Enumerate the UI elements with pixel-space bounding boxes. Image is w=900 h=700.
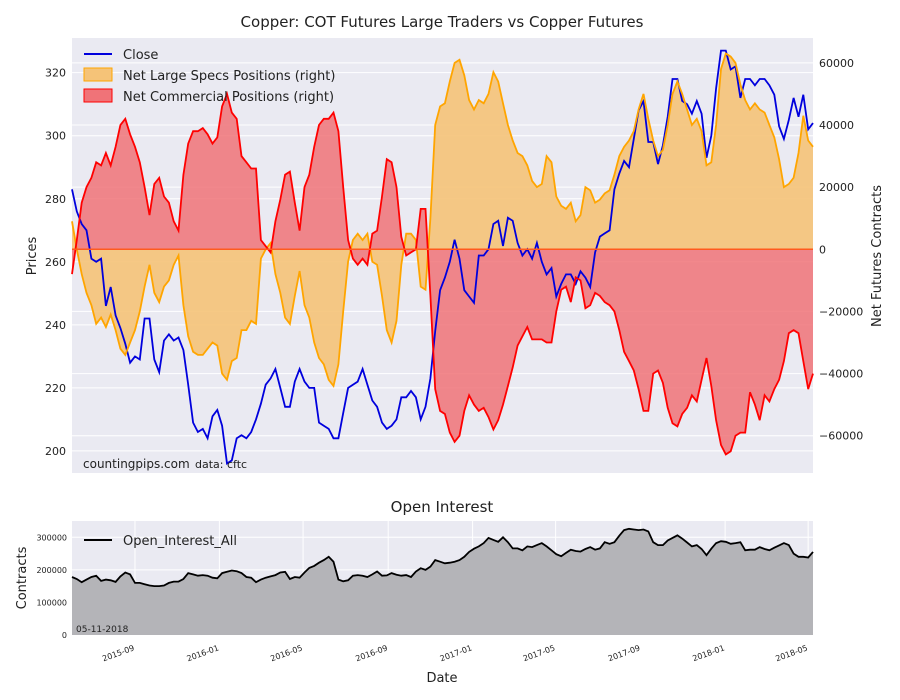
y2-tick-label-0: 0 (819, 243, 826, 256)
y-tick-label-260: 260 (45, 256, 66, 269)
main-right-y-ticks: −60000 −40000 −20000 0 20000 40000 60000 (819, 57, 863, 443)
open-interest-line (71, 527, 814, 587)
specs-line (71, 52, 814, 389)
y-tick-label-220: 220 (45, 382, 66, 395)
close-price-line (71, 49, 814, 466)
open-interest-area (72, 528, 813, 635)
y-tick-label-280: 280 (45, 193, 66, 206)
y2-tick-label-20000: 20000 (819, 181, 854, 194)
oi-y-tick-label-100000: 100000 (36, 598, 67, 607)
open-interest-title: Open Interest (391, 498, 494, 516)
legend-specs-swatch (83, 67, 113, 82)
commercial-area-fill (72, 93, 813, 455)
y2-tick-label--60000: −60000 (819, 430, 863, 443)
data-source-note: data: cftc (195, 458, 247, 471)
y-tick-label-320: 320 (45, 67, 66, 80)
legend-commercial-swatch (83, 88, 113, 103)
prices-axis-label: Prices (25, 237, 40, 276)
y2-tick-label--40000: −40000 (819, 368, 863, 381)
main-chart-title: Copper: COT Futures Large Traders vs Cop… (241, 13, 644, 31)
main-left-y-ticks: 200 220 240 260 280 300 320 (45, 67, 66, 458)
report-date-stamp: 05-11-2018 (76, 625, 129, 635)
y2-tick-label-60000: 60000 (819, 57, 854, 70)
legend-specs-label: Net Large Specs Positions (right) (123, 69, 335, 84)
y-tick-label-300: 300 (45, 130, 66, 143)
oi-legend: Open_Interest_All (84, 534, 237, 549)
oi-series (71, 527, 814, 635)
commercial-line (71, 90, 814, 456)
main-series-lines (71, 49, 814, 466)
y-tick-label-200: 200 (45, 445, 66, 458)
y-tick-label-240: 240 (45, 319, 66, 332)
oi-y-tick-label-200000: 200000 (36, 566, 67, 575)
y2-tick-label-40000: 40000 (819, 119, 854, 132)
main-legend: Close Net Large Specs Positions (right) … (83, 48, 335, 105)
source-credit: countingpips.com (83, 457, 190, 471)
net-contracts-axis-label: Net Futures Contracts (870, 185, 885, 327)
y2-tick-label--20000: −20000 (819, 305, 863, 318)
date-axis-label: Date (426, 671, 457, 686)
legend-open-interest-label: Open_Interest_All (123, 534, 237, 549)
oi-y-tick-label-300000: 300000 (36, 533, 67, 542)
oi-y-tick-label-0: 0 (62, 631, 67, 640)
legend-close-label: Close (123, 48, 158, 63)
oi-y-ticks: 0 100000 200000 300000 (36, 533, 67, 640)
legend-commercial-label: Net Commercial Positions (right) (123, 90, 334, 105)
contracts-axis-label: Contracts (15, 546, 30, 609)
